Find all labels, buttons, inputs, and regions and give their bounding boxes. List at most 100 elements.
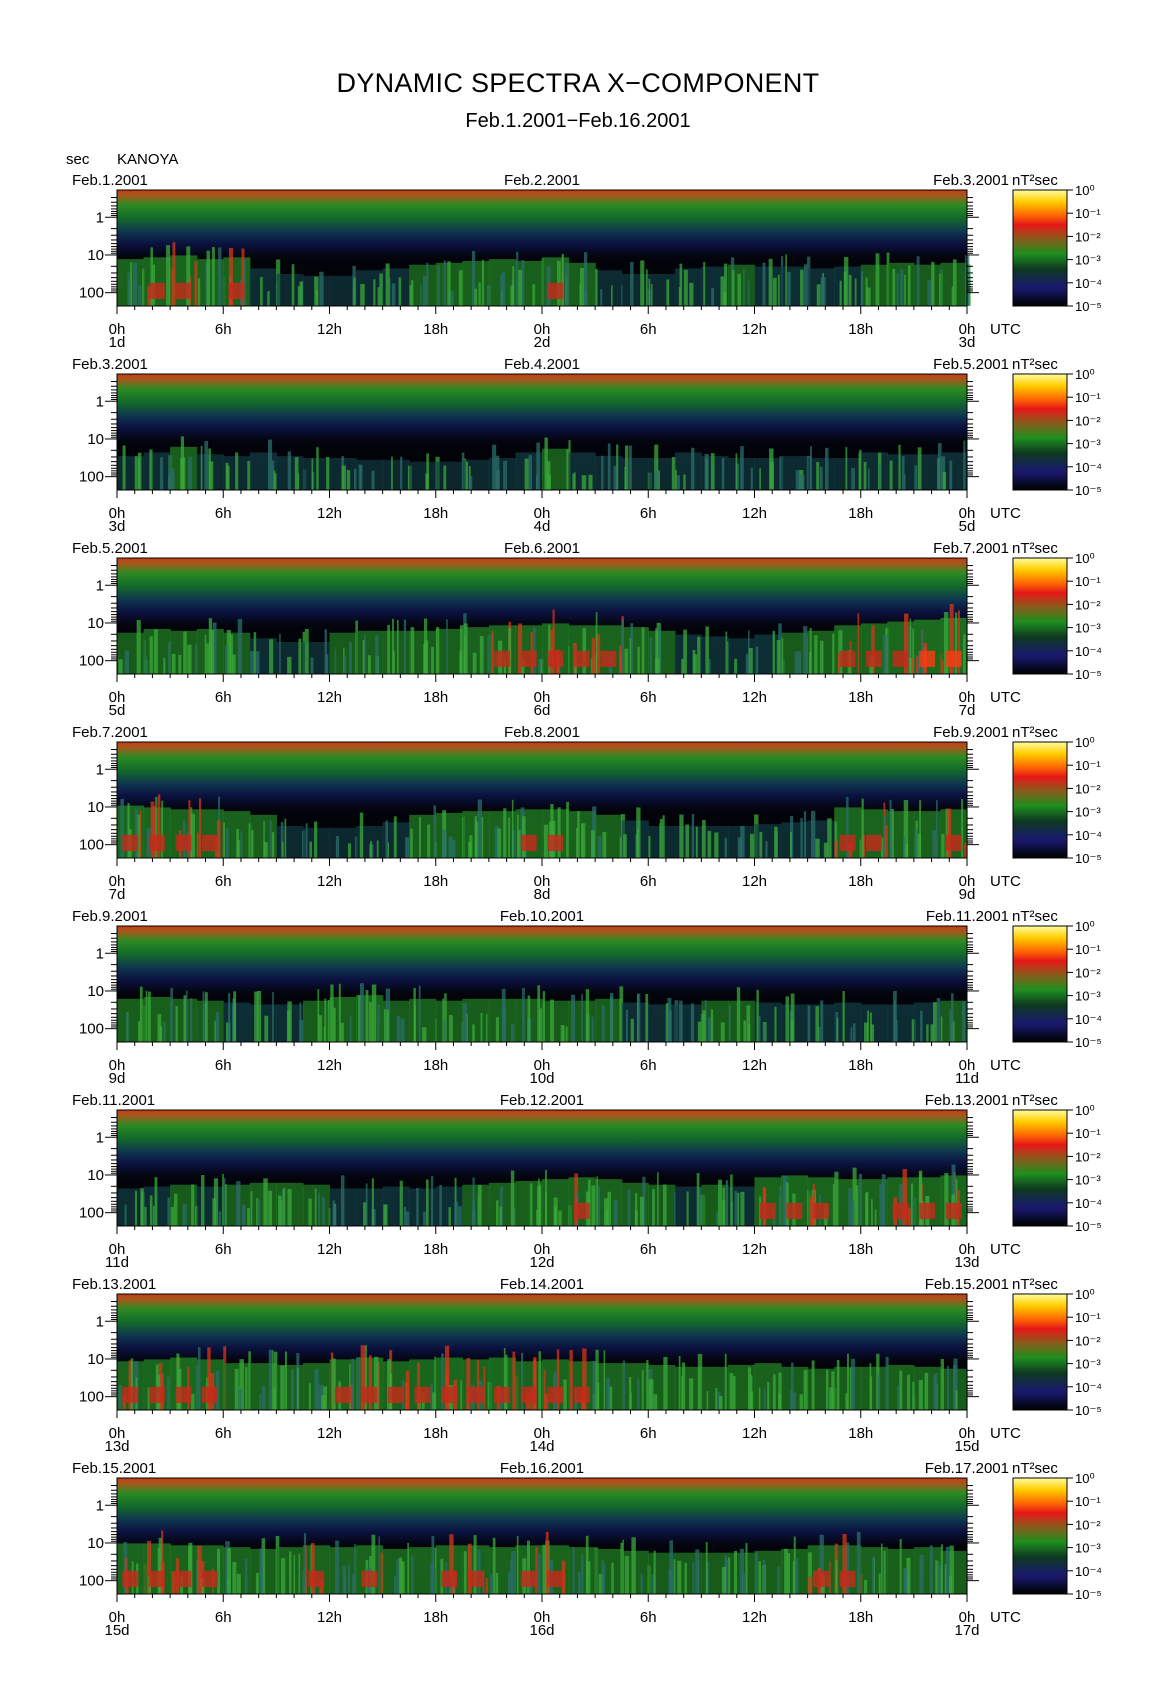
activity-streak: [311, 458, 314, 490]
activity-streak: [861, 798, 864, 858]
activity-streak: [691, 447, 695, 490]
activity-streak: [645, 993, 649, 1042]
y-tick-label: 10: [87, 983, 104, 1000]
activity-peak: [547, 834, 564, 852]
activity-streak: [314, 1369, 319, 1410]
activity-streak: [686, 1191, 689, 1226]
activity-band: [249, 268, 277, 306]
activity-streak: [460, 1380, 462, 1410]
activity-streak: [248, 1351, 251, 1410]
activity-streak: [724, 1353, 727, 1410]
activity-streak: [225, 827, 229, 858]
activity-peak: [812, 1570, 829, 1588]
activity-streak: [163, 1021, 166, 1042]
activity-streak: [363, 1202, 368, 1226]
activity-peak: [547, 650, 564, 668]
activity-streak: [250, 1190, 253, 1226]
activity-streak: [454, 1177, 457, 1226]
activity-streak: [637, 646, 640, 674]
y-tick-label: 100: [79, 1021, 104, 1038]
activity-streak: [331, 1358, 336, 1410]
activity-streak: [237, 840, 240, 858]
activity-streak: [595, 268, 598, 306]
activity-streak: [478, 282, 481, 306]
y-axis-unit-label: sec: [66, 151, 90, 168]
activity-streak: [556, 1349, 560, 1410]
activity-streak: [816, 284, 821, 306]
activity-streak: [940, 1544, 943, 1594]
activity-streak: [420, 284, 422, 306]
activity-streak: [272, 1350, 274, 1410]
x-tick-label: 18h: [848, 1609, 873, 1626]
x-tick-label: 18h: [423, 873, 448, 890]
activity-streak: [565, 1026, 568, 1042]
x-tick-label: 0h: [109, 1241, 126, 1258]
activity-streak: [776, 640, 781, 674]
activity-streak: [479, 636, 484, 674]
activity-streak: [161, 800, 164, 858]
activity-streak: [912, 628, 915, 674]
activity-streak: [239, 1359, 244, 1410]
activity-peak: [122, 1570, 139, 1588]
activity-streak: [507, 1571, 511, 1594]
colorbar-unit-label: nT²sec: [1012, 540, 1058, 557]
activity-streak: [895, 1019, 898, 1042]
activity-streak: [173, 1193, 178, 1226]
activity-streak: [280, 821, 284, 858]
activity-peak: [414, 1386, 431, 1404]
activity-streak: [852, 1023, 856, 1042]
activity-streak: [318, 1015, 323, 1042]
activity-streak: [597, 835, 602, 858]
x-tick-label: 0h: [959, 505, 976, 522]
activity-streak: [137, 452, 142, 490]
x-tick-label: 18h: [848, 1057, 873, 1074]
activity-streak: [503, 1348, 506, 1410]
activity-peak: [361, 1570, 378, 1588]
activity-streak: [243, 259, 246, 306]
activity-streak: [691, 813, 695, 858]
activity-streak: [624, 1556, 629, 1594]
activity-streak: [795, 470, 800, 490]
activity-streak: [724, 837, 727, 858]
activity-streak: [183, 631, 187, 674]
activity-streak: [854, 278, 857, 306]
activity-streak: [758, 1561, 762, 1594]
activity-streak: [423, 640, 429, 674]
colorbar-tick-label: 10⁰: [1075, 367, 1095, 382]
activity-streak: [866, 287, 871, 306]
activity-streak: [387, 624, 390, 674]
activity-streak: [640, 260, 645, 306]
activity-streak: [865, 277, 868, 306]
day-label: 16d: [529, 1622, 554, 1639]
activity-streak: [160, 457, 164, 490]
colorbar-unit-label: nT²sec: [1012, 172, 1058, 189]
activity-streak: [595, 1349, 599, 1410]
x-tick-label: 18h: [848, 873, 873, 890]
activity-peak: [839, 1570, 856, 1588]
activity-streak: [204, 992, 208, 1042]
activity-streak: [322, 1196, 325, 1226]
activity-streak: [297, 285, 300, 306]
x-tick-label: 0h: [959, 873, 976, 890]
activity-streak: [729, 1373, 734, 1410]
activity-streak: [394, 1575, 397, 1594]
activity-streak: [163, 657, 166, 674]
activity-peak: [202, 1386, 218, 1404]
activity-band: [143, 452, 171, 490]
activity-streak: [388, 278, 391, 306]
activity-streak: [809, 1197, 814, 1226]
activity-streak: [190, 998, 193, 1042]
activity-streak: [444, 993, 447, 1042]
colorbar-tick-label: 10⁻⁵: [1075, 851, 1102, 866]
activity-streak: [263, 1178, 268, 1226]
activity-streak: [469, 835, 473, 858]
activity-streak: [769, 461, 774, 490]
activity-peak: [759, 1202, 776, 1220]
activity-streak: [737, 273, 741, 306]
activity-streak: [496, 470, 500, 490]
activity-peak: [387, 1386, 404, 1404]
activity-band: [329, 827, 357, 858]
activity-streak: [787, 271, 791, 306]
activity-streak: [472, 1024, 475, 1042]
activity-streak: [387, 842, 390, 858]
